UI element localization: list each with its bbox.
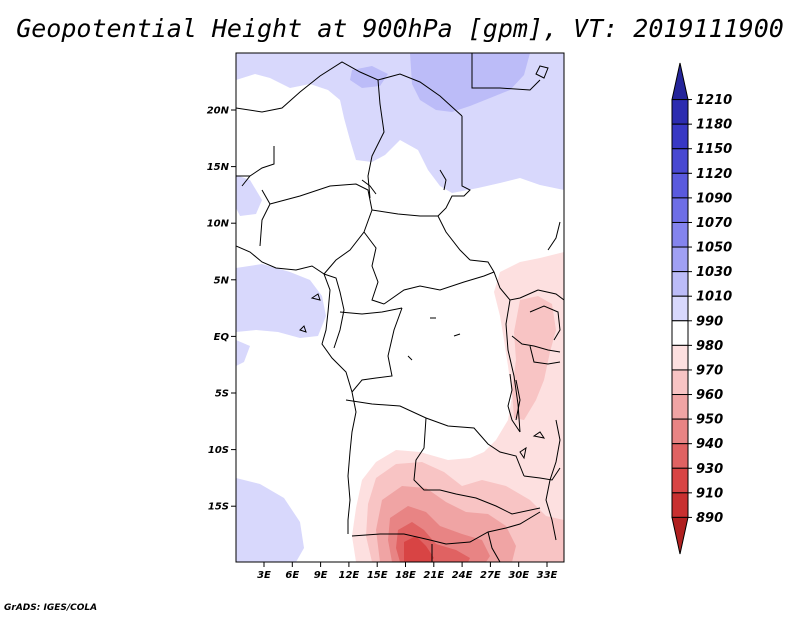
lon-tick-label: 3E	[257, 570, 271, 581]
colorbar-label: 1210	[696, 93, 732, 108]
gulf-of-guinea-shading	[236, 264, 326, 338]
colorbar-label: 980	[696, 339, 723, 354]
colorbar-label: 910	[696, 486, 723, 501]
colorbar-swatch	[671, 443, 689, 469]
colorbar-label: 930	[696, 462, 723, 477]
latitude-axis: 20N 15N 10N 5N EQ 5S 10S 15S	[207, 106, 236, 513]
colorbar-label: 1070	[696, 216, 732, 231]
colorbar-label: 1120	[696, 167, 732, 182]
colorbar-swatch	[671, 467, 689, 494]
colorbar-swatch	[671, 320, 689, 346]
map-frame	[235, 52, 565, 563]
lon-tick-label: 9E	[314, 570, 328, 581]
colorbar: 1210 1180 1150 1120 1090 1070 1050 1030 1010 990 9…	[671, 62, 732, 555]
colorbar-swatch	[671, 516, 689, 555]
lakes-and-islands	[299, 65, 549, 460]
colorbar-label: 950	[696, 413, 723, 428]
colorbar-label: 1030	[696, 265, 732, 280]
colorbar-swatch	[671, 197, 689, 223]
colorbar-label: 1180	[696, 118, 732, 133]
lat-tick-label: 10S	[208, 445, 229, 456]
colorbar-label: 960	[696, 388, 723, 403]
colorbar-swatch	[671, 246, 689, 273]
lat-tick-label: 20N	[207, 106, 230, 117]
colorbar-swatch	[671, 369, 689, 396]
chart-title: Geopotential Height at 900hPa [gpm], VT:…	[16, 14, 784, 43]
map-panel	[236, 53, 564, 562]
high-pressure-core-shading	[410, 53, 530, 112]
lon-tick-label: 15E	[367, 570, 388, 581]
lat-tick-label: 10N	[207, 219, 230, 230]
atlantic-west-shading	[236, 340, 250, 366]
south-atlantic-shading	[236, 478, 304, 562]
colorbar-swatch	[671, 344, 689, 371]
lon-tick-label: 21E	[423, 570, 444, 581]
colorbar-label: 1010	[696, 290, 732, 305]
lat-tick-label: 5S	[215, 389, 229, 400]
colorbar-swatch	[671, 172, 689, 199]
colorbar-label: 1090	[696, 191, 732, 206]
lat-tick-label: 15S	[208, 502, 229, 513]
colorbar-swatch	[671, 418, 689, 445]
colorbar-swatch	[671, 148, 689, 174]
colorbar-swatch	[671, 62, 689, 101]
colorbar-swatch	[671, 492, 689, 518]
country-boundaries	[236, 53, 564, 562]
south-low-innermost-shading	[404, 536, 434, 562]
colorbar-swatch	[671, 295, 689, 322]
lat-tick-label: 15N	[207, 162, 230, 173]
colorbar-swatch	[671, 394, 689, 420]
longitude-axis: 3E 6E 9E 12E 15E 18E 21E 24E 27E 30E 33E	[257, 562, 558, 581]
colorbar-label: 1150	[696, 142, 732, 157]
lon-tick-label: 24E	[452, 570, 473, 581]
lon-tick-label: 6E	[285, 570, 299, 581]
lat-tick-label: 5N	[214, 275, 230, 286]
colorbar-swatch	[671, 221, 689, 248]
grads-credit: GrADS: IGES/COLA	[4, 603, 98, 613]
lon-tick-label: 18E	[395, 570, 416, 581]
colorbar-label: 970	[696, 363, 723, 378]
lon-tick-label: 33E	[537, 570, 558, 581]
colorbar-swatch	[671, 99, 689, 125]
lat-tick-label: EQ	[214, 332, 230, 343]
colorbar-label: 990	[696, 314, 723, 329]
colorbar-swatch	[671, 123, 689, 150]
lon-tick-label: 12E	[339, 570, 360, 581]
colorbar-label: 1050	[696, 241, 732, 256]
lon-tick-label: 30E	[508, 570, 529, 581]
colorbar-label: 890	[696, 511, 723, 526]
east-low-shading-2	[512, 296, 556, 420]
colorbar-label: 940	[696, 437, 723, 452]
colorbar-swatch	[671, 271, 689, 297]
lon-tick-label: 27E	[480, 570, 501, 581]
